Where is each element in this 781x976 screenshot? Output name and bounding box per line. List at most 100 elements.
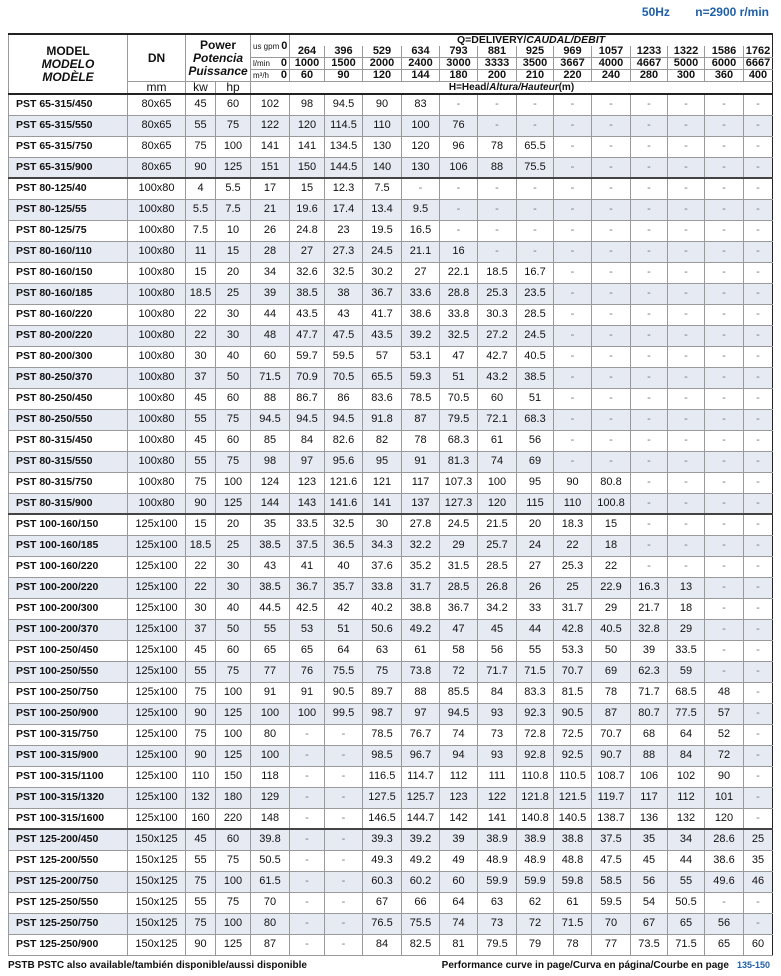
dn-cell: 100x80 <box>127 367 186 389</box>
kw-cell: 45 <box>185 829 216 851</box>
head-cell: 67 <box>630 913 668 935</box>
head-cell: 65 <box>667 913 705 935</box>
head-cell: 15 <box>591 514 631 536</box>
head-cell: 70.7 <box>553 661 592 683</box>
head-cell: - <box>704 220 744 242</box>
head-cell: - <box>667 115 705 137</box>
head-cell: 142 <box>439 808 478 830</box>
hp-cell: 60 <box>215 640 251 662</box>
head-cell: 50.5 <box>667 892 705 914</box>
head-cell: - <box>630 178 668 200</box>
head-cell: 48.9 <box>516 850 554 872</box>
head-cell: 25.3 <box>477 283 517 305</box>
head-cell: 90.7 <box>591 745 631 767</box>
head-cell: - <box>743 493 773 515</box>
head-cell: - <box>743 535 773 557</box>
head-cell: 17 <box>250 178 290 200</box>
hp-cell: 50 <box>215 367 251 389</box>
head-cell: - <box>591 451 631 473</box>
head-cell: 98 <box>289 94 325 116</box>
head-cell: 79 <box>516 934 554 956</box>
gpm-value: 1586 <box>704 46 744 58</box>
head-cell: - <box>477 220 517 242</box>
dn-cell: 150x125 <box>127 913 186 935</box>
head-cell: 102 <box>250 94 290 116</box>
head-cell: 35 <box>250 514 290 536</box>
head-cell: 121.8 <box>516 787 554 809</box>
head-cell: 78 <box>401 430 440 452</box>
hp-cell: 40 <box>215 346 251 368</box>
head-cell: 55 <box>667 871 705 893</box>
head-cell: - <box>591 283 631 305</box>
head-cell: 47.7 <box>289 325 325 347</box>
delivery-title-es-fr: CAUDAL/DÉBIT <box>526 34 606 46</box>
model-label-es: MODELO <box>41 56 95 71</box>
head-cell: - <box>667 556 705 578</box>
head-cell: - <box>704 661 744 683</box>
head-cell: 70.5 <box>439 388 478 410</box>
head-cell: 33.5 <box>289 514 325 536</box>
lmin-value: 1500 <box>324 57 363 70</box>
head-cell: - <box>704 241 744 263</box>
dn-cell: 150x125 <box>127 850 186 872</box>
kw-cell: 22 <box>185 577 216 599</box>
head-cell: - <box>516 199 554 221</box>
model-cell: PST 125-200/750 <box>8 871 128 893</box>
head-cell: - <box>630 283 668 305</box>
head-cell: 33 <box>516 598 554 620</box>
gpm-value: 793 <box>439 46 478 58</box>
head-cell: - <box>667 535 705 557</box>
head-cell: 51 <box>439 367 478 389</box>
table-row: PST 100-315/1600 125x100 160 220 148- -146.5 1… <box>8 808 773 830</box>
head-cell: 54 <box>630 892 668 914</box>
dn-cell: 125x100 <box>127 598 186 620</box>
head-cell: 78 <box>477 136 517 158</box>
head-cell: 65.5 <box>516 136 554 158</box>
head-cell: 32.5 <box>324 262 363 284</box>
head-cell: - <box>439 220 478 242</box>
head-cell: - <box>630 220 668 242</box>
head-cell: 13 <box>667 577 705 599</box>
head-cell: 33.8 <box>439 304 478 326</box>
head-cell: 22.1 <box>439 262 478 284</box>
head-cell: 44 <box>667 850 705 872</box>
head-cell: - <box>553 115 592 137</box>
table-row: PST 65-315/750 80x65 75 100 141 141 134.5 130 12… <box>8 136 773 158</box>
head-cell: - <box>743 388 773 410</box>
head-cell: - <box>667 451 705 473</box>
head-cell: 59.5 <box>591 892 631 914</box>
model-cell: PST 100-250/750 <box>8 682 128 704</box>
hp-cell: 100 <box>215 472 251 494</box>
head-cell: - <box>743 724 773 746</box>
head-cell: 76 <box>439 115 478 137</box>
head-cell: 74 <box>439 724 478 746</box>
model-cell: PST 80-250/450 <box>8 388 128 410</box>
head-cell: 61 <box>553 892 592 914</box>
head-cell: 32.6 <box>289 262 325 284</box>
hp-cell: 125 <box>215 934 251 956</box>
footer-curve-ref: Performance curve in page/Curva en págin… <box>442 959 772 972</box>
lmin-value: 6000 <box>704 57 744 70</box>
head-cell: - <box>553 178 592 200</box>
table-row: PST 80-160/110 100x80 11 15 28 27 27.3 24.5 21.1… <box>8 241 773 263</box>
head-cell: - <box>591 220 631 242</box>
head-cell: - <box>591 136 631 158</box>
head-cell: - <box>591 304 631 326</box>
head-cell: - <box>743 745 773 767</box>
dn-cell: 80x65 <box>127 115 186 137</box>
model-cell: PST 80-250/550 <box>8 409 128 431</box>
head-cell: 86 <box>324 388 363 410</box>
lmin-value: 3000 <box>439 57 478 70</box>
head-cell: 90.5 <box>324 682 363 704</box>
head-cell: 94.5 <box>439 703 478 725</box>
table-row: PST 80-125/55 100x80 5.5 7.5 21 19.6 17.4 13.4 9… <box>8 199 773 221</box>
head-cell: 42.8 <box>553 619 592 641</box>
head-cell: 71.5 <box>553 913 592 935</box>
head-cell: 40.5 <box>591 619 631 641</box>
head-label: H=Head/Altura/Hauteur(m) <box>250 81 773 95</box>
table-row: PST 80-160/220 100x80 22 30 44 43.5 43 41.7 38.6… <box>8 304 773 326</box>
kw-cell: 22 <box>185 556 216 578</box>
model-cell: PST 65-315/750 <box>8 136 128 158</box>
kw-cell: 55 <box>185 409 216 431</box>
head-cell: 94.5 <box>324 409 363 431</box>
